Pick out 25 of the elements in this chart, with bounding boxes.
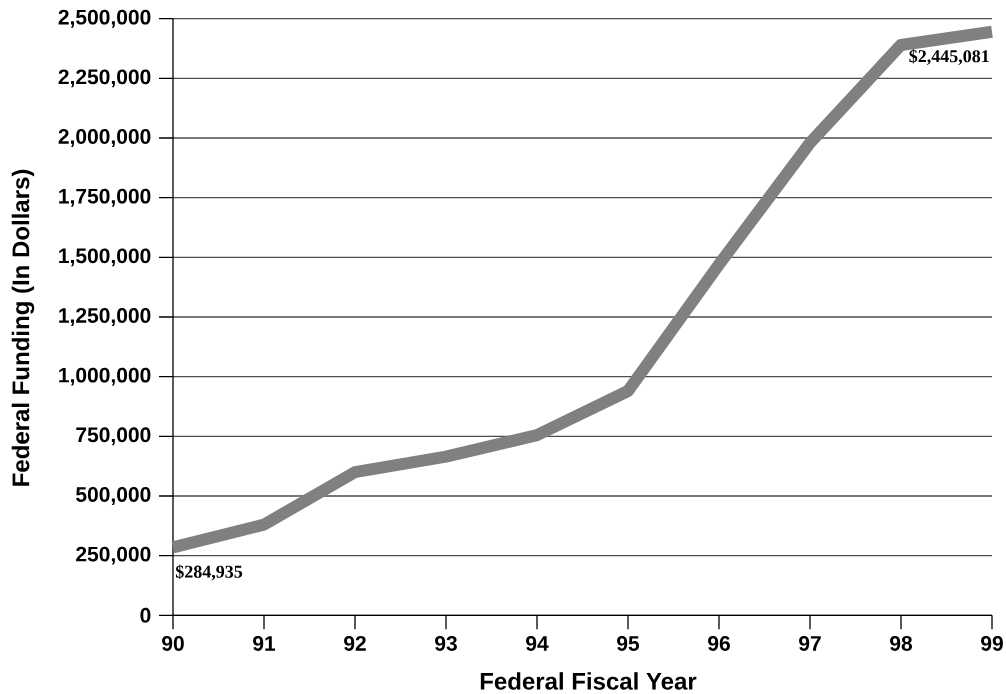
x-tick-label: 92 — [344, 636, 366, 651]
y-tick-label: 1,000,000 — [59, 367, 151, 386]
y-tick-label: 2,250,000 — [58, 69, 151, 88]
x-tick-label: 90 — [162, 636, 184, 651]
y-tick-label: 1,250,000 — [59, 308, 151, 326]
y-tick-label: 250,000 — [76, 546, 151, 565]
x-tick-label: 96 — [708, 636, 730, 651]
x-tick-label: 98 — [890, 636, 913, 651]
y-tick-label: 1,750,000 — [59, 188, 151, 207]
y-tick-label: 2,000,000 — [58, 129, 151, 147]
y-tick-label: 2,500,000 — [58, 9, 151, 28]
y-tick-label: 750,000 — [76, 427, 151, 446]
y-axis-title: Federal Funding (In Dollars) — [11, 169, 35, 486]
data-label: $2,445,081 — [909, 49, 989, 65]
x-axis-title: Federal Fiscal Year — [480, 672, 697, 690]
x-tick-label: 99 — [981, 636, 1003, 651]
x-tick-label: 94 — [526, 636, 549, 651]
x-tick-label: 97 — [799, 636, 821, 651]
x-tick-label: 91 — [253, 636, 276, 651]
y-tick-label: 1,500,000 — [59, 248, 151, 267]
x-tick-label: 93 — [435, 636, 457, 651]
y-tick-label: 500,000 — [76, 487, 151, 505]
data-label: $284,935 — [175, 564, 243, 581]
y-tick-label: 0 — [140, 607, 151, 623]
x-tick-label: 95 — [617, 636, 640, 651]
